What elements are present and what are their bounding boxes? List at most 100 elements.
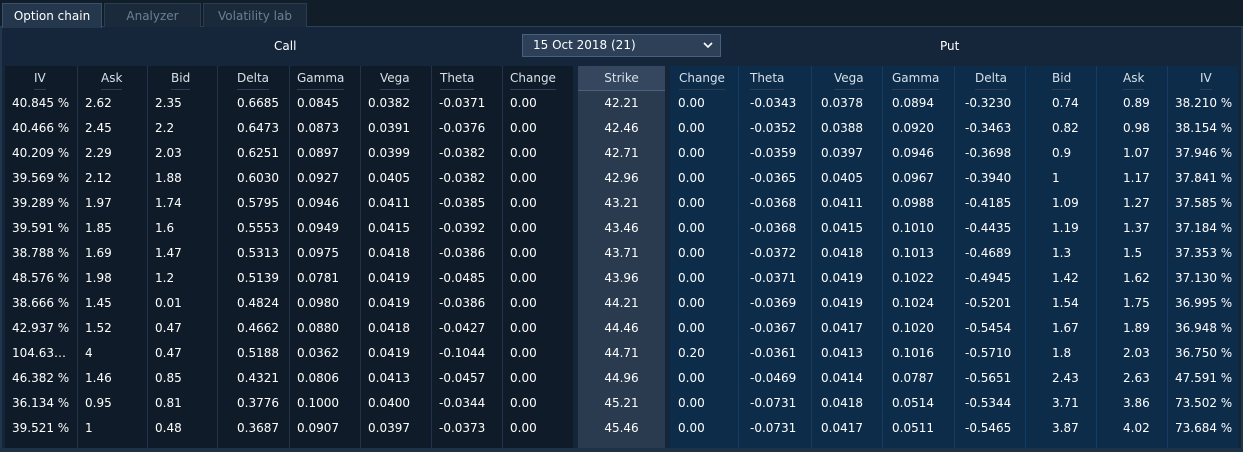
put-cell-vega[interactable]: 0.0417 [821,421,863,435]
put-cell-theta[interactable]: -0.0343 [750,96,797,110]
put-cell-theta[interactable]: -0.0367 [750,321,797,335]
call-cell-gamma[interactable]: 0.0949 [297,221,339,235]
put-cell-iv[interactable]: 37.353 % [1175,246,1233,260]
put-header-vega[interactable]: Vega [834,66,864,90]
put-cell-change[interactable]: 0.00 [678,121,705,135]
put-cell-change[interactable]: 0.00 [678,396,705,410]
put-cell-delta[interactable]: -0.5344 [965,396,1012,410]
call-cell-change[interactable]: 0.00 [510,396,537,410]
put-cell-change[interactable]: 0.00 [678,171,705,185]
put-cell-iv[interactable]: 37.585 % [1175,196,1233,210]
put-cell-delta[interactable]: -0.5454 [965,321,1012,335]
put-cell-ask[interactable]: 1.5 [1123,246,1143,260]
put-cell-delta[interactable]: -0.3230 [965,96,1012,110]
put-cell-gamma[interactable]: 0.1010 [892,221,934,235]
call-cell-bid[interactable]: 0.47 [155,346,182,360]
tab-analyzer[interactable]: Analyzer [104,3,201,27]
put-cell-vega[interactable]: 0.0397 [821,146,863,160]
call-cell-vega[interactable]: 0.0399 [368,146,410,160]
call-cell-delta[interactable]: 0.4824 [237,296,279,310]
call-cell-bid[interactable]: 0.85 [155,371,182,385]
call-cell-vega[interactable]: 0.0415 [368,221,410,235]
call-header-bid[interactable]: Bid [171,66,191,90]
put-cell-vega[interactable]: 0.0411 [821,196,863,210]
call-cell-ask[interactable]: 0.95 [85,396,112,410]
call-cell-bid[interactable]: 1.47 [155,246,182,260]
call-cell-ask[interactable]: 1.46 [85,371,112,385]
put-cell-change[interactable]: 0.00 [678,196,705,210]
call-cell-vega[interactable]: 0.0405 [368,171,410,185]
strike-cell[interactable]: 44.96 [604,371,639,385]
call-header-ask[interactable]: Ask [101,66,123,90]
call-cell-iv[interactable]: 46.382 % [12,371,70,385]
put-cell-gamma[interactable]: 0.0920 [892,121,934,135]
call-cell-ask[interactable]: 1.52 [85,321,112,335]
put-header-theta[interactable]: Theta [750,66,785,90]
put-cell-theta[interactable]: -0.0365 [750,171,797,185]
put-cell-delta[interactable]: -0.4185 [965,196,1012,210]
put-cell-ask[interactable]: 1.07 [1123,146,1150,160]
call-cell-theta[interactable]: -0.0373 [439,421,486,435]
call-cell-vega[interactable]: 0.0419 [368,271,410,285]
call-cell-bid[interactable]: 0.47 [155,321,182,335]
call-cell-change[interactable]: 0.00 [510,296,537,310]
strike-cell[interactable]: 43.21 [604,196,639,210]
put-cell-delta[interactable]: -0.4689 [965,246,1012,260]
strike-cell[interactable]: 43.71 [604,246,639,260]
put-cell-ask[interactable]: 3.86 [1123,396,1150,410]
call-cell-change[interactable]: 0.00 [510,96,537,110]
strike-cell[interactable]: 42.96 [604,171,639,185]
call-cell-ask[interactable]: 1.85 [85,221,112,235]
call-cell-theta[interactable]: -0.0344 [439,396,486,410]
put-cell-vega[interactable]: 0.0417 [821,321,863,335]
call-cell-theta[interactable]: -0.1044 [439,346,486,360]
call-cell-delta[interactable]: 0.6473 [237,121,279,135]
call-cell-bid[interactable]: 2.03 [155,146,182,160]
call-cell-iv[interactable]: 104.63… [12,346,66,360]
call-cell-bid[interactable]: 0.81 [155,396,182,410]
call-cell-ask[interactable]: 1.97 [85,196,112,210]
put-cell-delta[interactable]: -0.4945 [965,271,1012,285]
call-cell-iv[interactable]: 36.134 % [12,396,70,410]
put-header-iv[interactable]: IV [1200,66,1212,90]
strike-cell[interactable]: 43.46 [604,221,639,235]
call-cell-iv[interactable]: 40.845 % [12,96,70,110]
put-cell-gamma[interactable]: 0.0988 [892,196,934,210]
call-cell-vega[interactable]: 0.0391 [368,121,410,135]
put-cell-delta[interactable]: -0.3463 [965,121,1012,135]
put-cell-ask[interactable]: 2.63 [1123,371,1150,385]
call-cell-bid[interactable]: 1.2 [155,271,175,285]
put-header-bid[interactable]: Bid [1052,66,1072,90]
call-cell-bid[interactable]: 2.35 [155,96,182,110]
put-cell-vega[interactable]: 0.0378 [821,96,863,110]
call-cell-theta[interactable]: -0.0427 [439,321,486,335]
put-cell-bid[interactable]: 0.9 [1052,146,1072,160]
put-cell-ask[interactable]: 0.89 [1123,96,1150,110]
put-cell-delta[interactable]: -0.5201 [965,296,1012,310]
put-cell-theta[interactable]: -0.0469 [750,371,797,385]
call-cell-delta[interactable]: 0.5553 [237,221,279,235]
call-cell-delta[interactable]: 0.6251 [237,146,279,160]
call-cell-gamma[interactable]: 0.0975 [297,246,339,260]
put-cell-theta[interactable]: -0.0369 [750,296,797,310]
call-cell-bid[interactable]: 0.01 [155,296,182,310]
put-cell-change[interactable]: 0.00 [678,146,705,160]
put-cell-change[interactable]: 0.00 [678,221,705,235]
call-cell-gamma[interactable]: 0.0880 [297,321,339,335]
strike-cell[interactable]: 44.71 [604,346,639,360]
call-cell-vega[interactable]: 0.0418 [368,246,410,260]
call-cell-vega[interactable]: 0.0419 [368,296,410,310]
call-cell-theta[interactable]: -0.0371 [439,96,486,110]
call-cell-change[interactable]: 0.00 [510,146,537,160]
call-cell-gamma[interactable]: 0.0927 [297,171,339,185]
call-header-theta[interactable]: Theta [440,66,475,90]
expiry-dropdown[interactable]: 15 Oct 2018 (21) [522,34,721,57]
put-cell-change[interactable]: 0.00 [678,421,705,435]
put-cell-ask[interactable]: 2.03 [1123,346,1150,360]
call-cell-vega[interactable]: 0.0400 [368,396,410,410]
call-cell-vega[interactable]: 0.0418 [368,321,410,335]
put-cell-theta[interactable]: -0.0368 [750,221,797,235]
put-cell-ask[interactable]: 1.17 [1123,171,1150,185]
put-header-ask[interactable]: Ask [1123,66,1145,90]
call-cell-delta[interactable]: 0.5795 [237,196,279,210]
